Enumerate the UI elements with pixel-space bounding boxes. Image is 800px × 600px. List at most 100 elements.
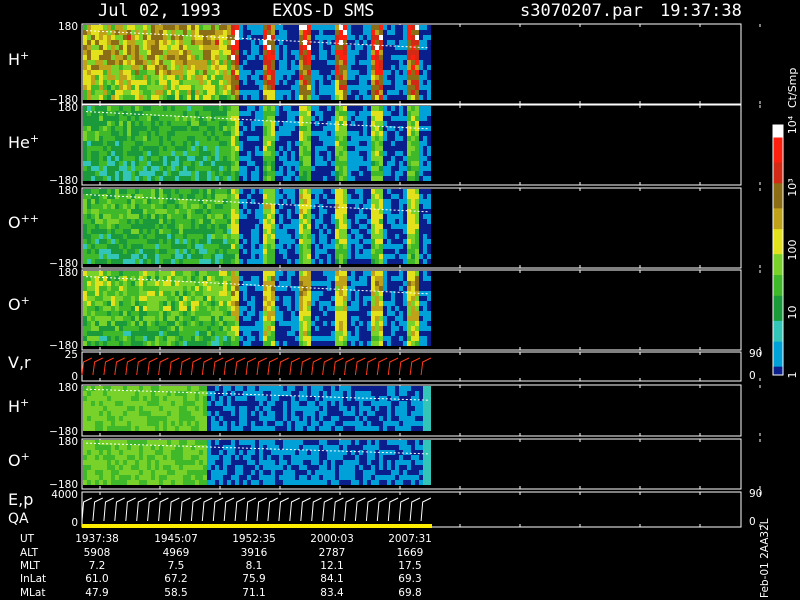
heatmap-cell (115, 30, 119, 35)
ytick-bottom: −180 (49, 94, 78, 106)
heatmap-cell (263, 75, 267, 80)
heatmap-cell (427, 141, 431, 146)
heatmap-cell (419, 161, 423, 166)
heatmap-cell (211, 336, 215, 341)
heatmap-cell (211, 259, 215, 264)
heatmap-cell (299, 209, 303, 214)
heatmap-cell (223, 331, 227, 336)
heatmap-cell (163, 214, 167, 219)
heatmap-cell (303, 311, 307, 316)
heatmap-cell (351, 121, 355, 126)
heatmap-cell (299, 106, 303, 111)
heatmap-cell (367, 131, 371, 136)
heatmap-cell (227, 341, 231, 346)
heatmap-cell (255, 70, 259, 75)
heatmap-cell (103, 209, 107, 214)
heatmap-cell (295, 224, 299, 229)
heatmap-cell (203, 30, 207, 35)
heatmap-cell (399, 224, 403, 229)
heatmap-cell (191, 111, 195, 116)
heatmap-cell (215, 50, 219, 55)
heatmap-cell (135, 341, 139, 346)
heatmap-cell (315, 95, 319, 100)
heatmap-cell (415, 40, 419, 45)
heatmap-cell (407, 45, 411, 50)
heatmap-cell (215, 271, 219, 276)
heatmap-cell (427, 194, 431, 199)
heatmap-cell (247, 276, 251, 281)
heatmap-cell (91, 70, 95, 75)
heatmap-cell (163, 276, 167, 281)
heatmap-cell (199, 239, 203, 244)
heatmap-cell (263, 35, 267, 40)
heatmap-cell (415, 219, 419, 224)
heatmap-cell (119, 70, 123, 75)
heatmap-cell (207, 126, 211, 131)
heatmap-cell (107, 194, 111, 199)
heatmap-cell (131, 214, 135, 219)
heatmap-cell (203, 316, 207, 321)
heatmap-cell (279, 116, 283, 121)
heatmap-cell (391, 151, 395, 156)
heatmap-cell (331, 291, 335, 296)
heatmap-cell (143, 146, 147, 151)
heatmap-cell (111, 116, 115, 121)
heatmap-cell (303, 171, 307, 176)
heatmap-cell (111, 336, 115, 341)
heatmap-cell (107, 291, 111, 296)
heatmap-cell (99, 70, 103, 75)
heatmap-cell (103, 276, 107, 281)
heatmap-cell (411, 166, 415, 171)
heatmap-cell (167, 136, 171, 141)
heatmap-cell (427, 239, 431, 244)
heatmap-cell (307, 35, 311, 40)
heatmap-cell (183, 141, 187, 146)
heatmap-cell (127, 194, 131, 199)
heatmap-cell (179, 80, 183, 85)
heatmap-cell (111, 271, 115, 276)
heatmap-cell (315, 301, 319, 306)
heatmap-cell (99, 306, 103, 311)
heatmap-cell (95, 194, 99, 199)
heatmap-cell (391, 176, 395, 181)
heatmap-cell (131, 224, 135, 229)
heatmap-cell (151, 306, 155, 311)
heatmap-cell (179, 214, 183, 219)
heatmap-cell (307, 151, 311, 156)
heatmap-cell (123, 161, 127, 166)
heatmap-cell (83, 234, 87, 239)
heatmap-cell (187, 95, 191, 100)
heatmap-cell (343, 224, 347, 229)
heatmap-cell (103, 161, 107, 166)
heatmap-cell (223, 259, 227, 264)
heatmap-cell (327, 316, 331, 321)
heatmap-cell (283, 209, 287, 214)
heatmap-cell (387, 156, 391, 161)
heatmap-cell (235, 239, 239, 244)
heatmap-cell (195, 141, 199, 146)
heatmap-cell (403, 214, 407, 219)
heatmap-cell (119, 189, 123, 194)
heatmap-cell (275, 194, 279, 199)
heatmap-cell (127, 136, 131, 141)
heatmap-cell (319, 189, 323, 194)
heatmap-cell (343, 70, 347, 75)
heatmap-cell (235, 40, 239, 45)
heatmap-cell (379, 254, 383, 259)
heatmap-cell (235, 281, 239, 286)
heatmap-cell (363, 199, 367, 204)
heatmap-cell (159, 249, 163, 254)
heatmap-cell (159, 189, 163, 194)
heatmap-cell (411, 156, 415, 161)
heatmap-cell (323, 166, 327, 171)
heatmap-cell (179, 189, 183, 194)
heatmap-cell (251, 85, 255, 90)
heatmap-cell (243, 204, 247, 209)
heatmap-cell (191, 341, 195, 346)
heatmap-cell (179, 30, 183, 35)
heatmap-cell (171, 326, 175, 331)
heatmap-cell (151, 171, 155, 176)
heatmap-cell (175, 121, 179, 126)
heatmap-cell (195, 75, 199, 80)
heatmap-cell (363, 214, 367, 219)
